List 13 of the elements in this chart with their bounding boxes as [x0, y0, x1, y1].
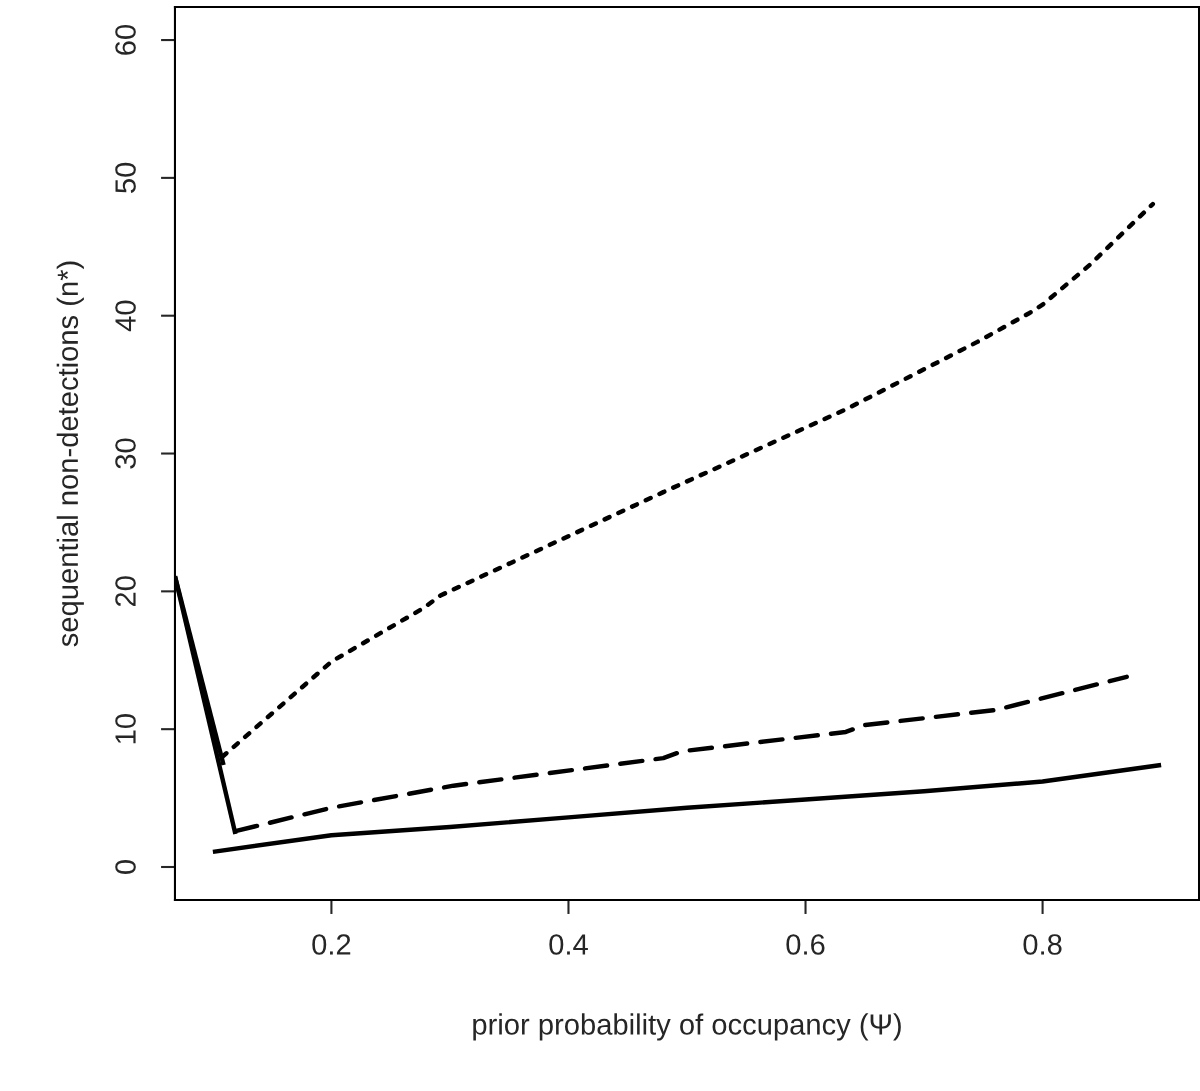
y-tick-label: 60	[115, 24, 136, 55]
x-tick-label: 0.8	[1023, 934, 1062, 955]
y-tick-label: 20	[115, 576, 136, 607]
x-tick-label: 0.2	[312, 934, 351, 955]
y-axis-title: sequential non-detections (n*)	[56, 261, 84, 647]
y-tick-label: 10	[115, 714, 136, 744]
x-tick-label: 0.4	[549, 934, 588, 955]
x-axis-title: prior probability of occupancy (Ψ)	[473, 1013, 901, 1041]
x-tick-label: 0.6	[786, 934, 825, 955]
y-tick-label: 0	[115, 860, 136, 874]
y-tick-label: 30	[115, 438, 136, 469]
y-tick-label: 40	[115, 300, 136, 332]
y-tick-label: 50	[115, 162, 136, 193]
